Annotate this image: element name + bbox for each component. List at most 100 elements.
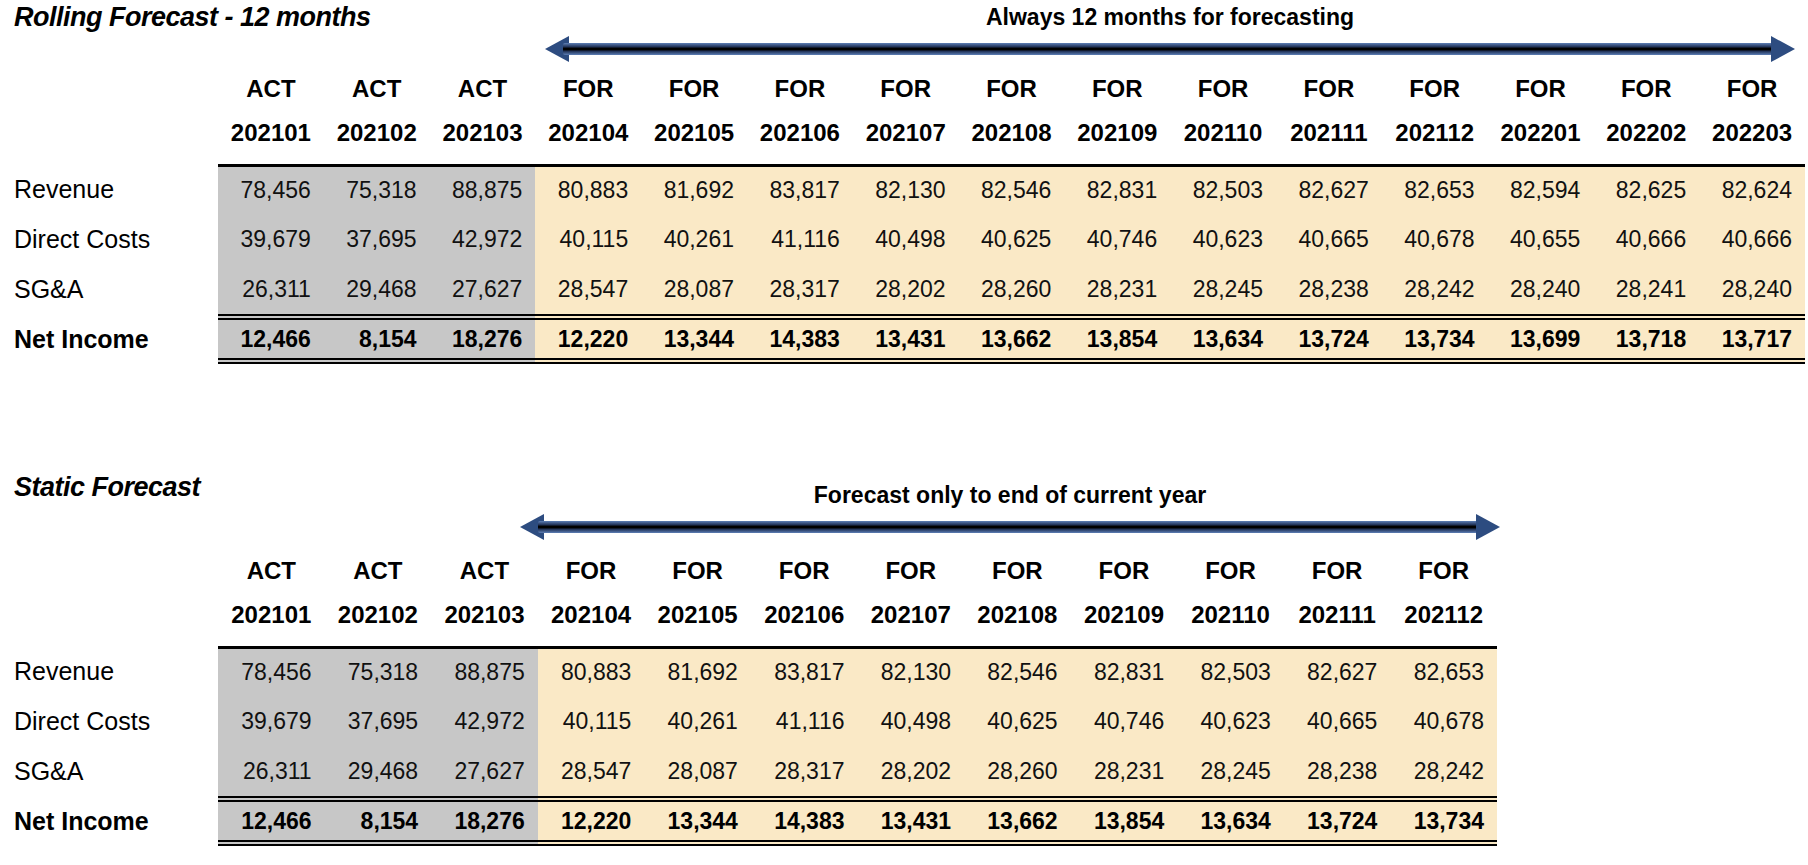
value-cell[interactable]: 13,431	[858, 796, 965, 846]
value-cell[interactable]: 28,260	[964, 746, 1071, 796]
value-cell[interactable]: 42,972	[430, 214, 536, 264]
value-cell[interactable]: 18,276	[430, 314, 536, 364]
value-cell[interactable]: 75,318	[324, 164, 430, 214]
value-cell[interactable]: 40,666	[1699, 214, 1805, 264]
value-cell[interactable]: 41,116	[751, 696, 858, 746]
value-cell[interactable]: 40,498	[853, 214, 959, 264]
value-cell[interactable]: 28,260	[959, 264, 1065, 314]
value-cell[interactable]: 82,130	[853, 164, 959, 214]
value-cell[interactable]: 28,547	[538, 746, 645, 796]
value-cell[interactable]: 40,261	[641, 214, 747, 264]
value-cell[interactable]: 13,717	[1699, 314, 1805, 364]
value-cell[interactable]: 13,634	[1170, 314, 1276, 364]
value-cell[interactable]: 12,220	[535, 314, 641, 364]
value-cell[interactable]: 27,627	[431, 746, 538, 796]
value-cell[interactable]: 13,734	[1390, 796, 1497, 846]
value-cell[interactable]: 40,261	[644, 696, 751, 746]
value-cell[interactable]: 82,503	[1170, 164, 1276, 214]
value-cell[interactable]: 14,383	[747, 314, 853, 364]
value-cell[interactable]: 82,653	[1382, 164, 1488, 214]
value-cell[interactable]: 37,695	[325, 696, 432, 746]
value-cell[interactable]: 80,883	[535, 164, 641, 214]
value-cell[interactable]: 18,276	[431, 796, 538, 846]
value-cell[interactable]: 28,240	[1699, 264, 1805, 314]
value-cell[interactable]: 13,344	[644, 796, 751, 846]
value-cell[interactable]: 78,456	[218, 646, 325, 696]
value-cell[interactable]: 40,666	[1593, 214, 1699, 264]
value-cell[interactable]: 13,431	[853, 314, 959, 364]
value-cell[interactable]: 8,154	[324, 314, 430, 364]
value-cell[interactable]: 28,317	[747, 264, 853, 314]
value-cell[interactable]: 41,116	[747, 214, 853, 264]
value-cell[interactable]: 28,317	[751, 746, 858, 796]
value-cell[interactable]: 28,242	[1390, 746, 1497, 796]
value-cell[interactable]: 40,746	[1071, 696, 1178, 746]
value-cell[interactable]: 12,466	[218, 314, 324, 364]
value-cell[interactable]: 81,692	[641, 164, 747, 214]
value-cell[interactable]: 29,468	[324, 264, 430, 314]
value-cell[interactable]: 40,665	[1284, 696, 1391, 746]
value-cell[interactable]: 88,875	[430, 164, 536, 214]
value-cell[interactable]: 40,678	[1382, 214, 1488, 264]
value-cell[interactable]: 82,627	[1276, 164, 1382, 214]
value-cell[interactable]: 83,817	[751, 646, 858, 696]
value-cell[interactable]: 28,240	[1488, 264, 1594, 314]
value-cell[interactable]: 13,662	[959, 314, 1065, 364]
value-cell[interactable]: 82,594	[1488, 164, 1594, 214]
value-cell[interactable]: 13,699	[1488, 314, 1594, 364]
value-cell[interactable]: 40,655	[1488, 214, 1594, 264]
value-cell[interactable]: 28,087	[641, 264, 747, 314]
value-cell[interactable]: 28,202	[853, 264, 959, 314]
value-cell[interactable]: 13,634	[1177, 796, 1284, 846]
value-cell[interactable]: 13,854	[1071, 796, 1178, 846]
value-cell[interactable]: 28,245	[1170, 264, 1276, 314]
value-cell[interactable]: 37,695	[324, 214, 430, 264]
value-cell[interactable]: 42,972	[431, 696, 538, 746]
value-cell[interactable]: 82,503	[1177, 646, 1284, 696]
value-cell[interactable]: 39,679	[218, 696, 325, 746]
value-cell[interactable]: 28,242	[1382, 264, 1488, 314]
value-cell[interactable]: 13,734	[1382, 314, 1488, 364]
value-cell[interactable]: 40,625	[964, 696, 1071, 746]
value-cell[interactable]: 12,466	[218, 796, 325, 846]
value-cell[interactable]: 14,383	[751, 796, 858, 846]
value-cell[interactable]: 13,344	[641, 314, 747, 364]
value-cell[interactable]: 28,241	[1593, 264, 1699, 314]
value-cell[interactable]: 26,311	[218, 746, 325, 796]
value-cell[interactable]: 40,623	[1177, 696, 1284, 746]
value-cell[interactable]: 80,883	[538, 646, 645, 696]
value-cell[interactable]: 82,831	[1071, 646, 1178, 696]
value-cell[interactable]: 82,546	[964, 646, 1071, 696]
value-cell[interactable]: 40,746	[1064, 214, 1170, 264]
value-cell[interactable]: 83,817	[747, 164, 853, 214]
value-cell[interactable]: 13,854	[1064, 314, 1170, 364]
value-cell[interactable]: 27,627	[430, 264, 536, 314]
value-cell[interactable]: 40,678	[1390, 696, 1497, 746]
value-cell[interactable]: 28,245	[1177, 746, 1284, 796]
value-cell[interactable]: 26,311	[218, 264, 324, 314]
value-cell[interactable]: 29,468	[325, 746, 432, 796]
value-cell[interactable]: 28,238	[1284, 746, 1391, 796]
value-cell[interactable]: 40,115	[535, 214, 641, 264]
value-cell[interactable]: 28,547	[535, 264, 641, 314]
value-cell[interactable]: 82,130	[858, 646, 965, 696]
value-cell[interactable]: 8,154	[325, 796, 432, 846]
value-cell[interactable]: 12,220	[538, 796, 645, 846]
value-cell[interactable]: 28,238	[1276, 264, 1382, 314]
value-cell[interactable]: 40,625	[959, 214, 1065, 264]
value-cell[interactable]: 40,665	[1276, 214, 1382, 264]
value-cell[interactable]: 82,627	[1284, 646, 1391, 696]
value-cell[interactable]: 81,692	[644, 646, 751, 696]
value-cell[interactable]: 28,231	[1064, 264, 1170, 314]
value-cell[interactable]: 88,875	[431, 646, 538, 696]
value-cell[interactable]: 82,625	[1593, 164, 1699, 214]
value-cell[interactable]: 28,087	[644, 746, 751, 796]
value-cell[interactable]: 40,623	[1170, 214, 1276, 264]
value-cell[interactable]: 28,231	[1071, 746, 1178, 796]
value-cell[interactable]: 40,498	[858, 696, 965, 746]
value-cell[interactable]: 78,456	[218, 164, 324, 214]
value-cell[interactable]: 82,624	[1699, 164, 1805, 214]
value-cell[interactable]: 28,202	[858, 746, 965, 796]
value-cell[interactable]: 82,653	[1390, 646, 1497, 696]
value-cell[interactable]: 82,831	[1064, 164, 1170, 214]
